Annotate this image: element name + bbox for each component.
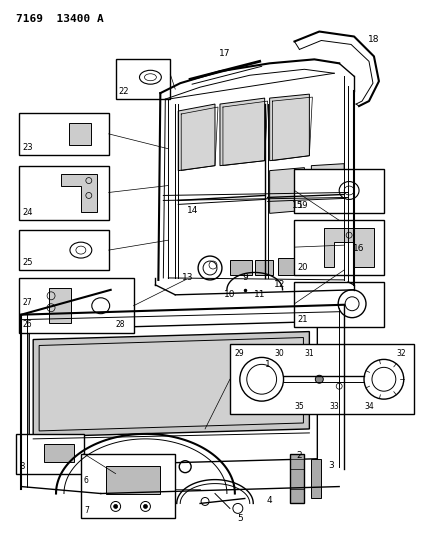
Bar	[106, 466, 160, 494]
Text: 5: 5	[237, 514, 243, 523]
Text: 7: 7	[84, 506, 89, 515]
Text: 14: 14	[187, 206, 198, 215]
Text: 33: 33	[329, 402, 339, 411]
Ellipse shape	[145, 74, 156, 80]
Text: 34: 34	[364, 402, 374, 411]
Text: 1: 1	[265, 360, 270, 369]
Circle shape	[315, 375, 323, 383]
Bar	[311, 459, 321, 498]
Bar	[69, 123, 91, 145]
Text: 12: 12	[274, 280, 285, 289]
Text: 6: 6	[84, 475, 89, 484]
Polygon shape	[61, 174, 97, 212]
Bar	[19, 230, 109, 270]
Polygon shape	[33, 332, 309, 437]
Polygon shape	[324, 228, 374, 267]
Text: 15: 15	[292, 201, 303, 210]
Text: 30: 30	[275, 350, 284, 359]
Text: 19: 19	[297, 201, 308, 211]
Text: 24: 24	[22, 208, 33, 217]
Polygon shape	[39, 337, 303, 431]
Text: 27: 27	[22, 298, 32, 307]
Bar	[19, 166, 109, 220]
Bar	[294, 168, 384, 213]
Text: 17: 17	[219, 49, 231, 58]
Circle shape	[114, 504, 118, 508]
Text: 8: 8	[19, 462, 25, 471]
Text: 28: 28	[116, 320, 125, 328]
Text: 31: 31	[304, 350, 314, 359]
Text: 10: 10	[224, 290, 236, 300]
Text: 29: 29	[235, 350, 244, 359]
Text: 32: 32	[397, 350, 407, 359]
Bar	[116, 59, 170, 99]
Bar	[289, 454, 304, 504]
Text: 21: 21	[297, 314, 308, 324]
Text: 35: 35	[294, 402, 304, 411]
Bar	[44, 444, 74, 462]
Bar	[19, 113, 109, 155]
Bar	[278, 258, 297, 275]
Text: 20: 20	[297, 263, 308, 272]
Text: 16: 16	[353, 244, 365, 253]
Polygon shape	[311, 164, 344, 208]
Text: 22: 22	[119, 87, 129, 96]
Bar	[255, 260, 273, 275]
Text: 4: 4	[267, 496, 273, 505]
Bar	[16, 434, 84, 474]
Text: 7169  13400 A: 7169 13400 A	[16, 14, 104, 23]
Text: 11: 11	[254, 290, 265, 300]
Text: 25: 25	[22, 258, 33, 267]
Polygon shape	[270, 94, 309, 160]
Polygon shape	[220, 98, 265, 166]
Circle shape	[143, 504, 147, 508]
Polygon shape	[270, 168, 304, 213]
Bar	[81, 454, 175, 519]
Text: 18: 18	[368, 35, 380, 44]
Text: 23: 23	[22, 143, 33, 152]
Bar	[230, 260, 252, 275]
Bar	[19, 278, 134, 333]
Text: 3: 3	[328, 461, 334, 470]
Text: 13: 13	[182, 273, 194, 282]
Text: 9: 9	[242, 273, 248, 282]
Text: 26: 26	[22, 320, 32, 328]
Bar	[49, 288, 71, 322]
Bar	[230, 344, 414, 414]
Polygon shape	[178, 104, 215, 171]
Bar	[294, 220, 384, 275]
Bar	[294, 282, 384, 327]
Text: 2: 2	[297, 451, 302, 461]
